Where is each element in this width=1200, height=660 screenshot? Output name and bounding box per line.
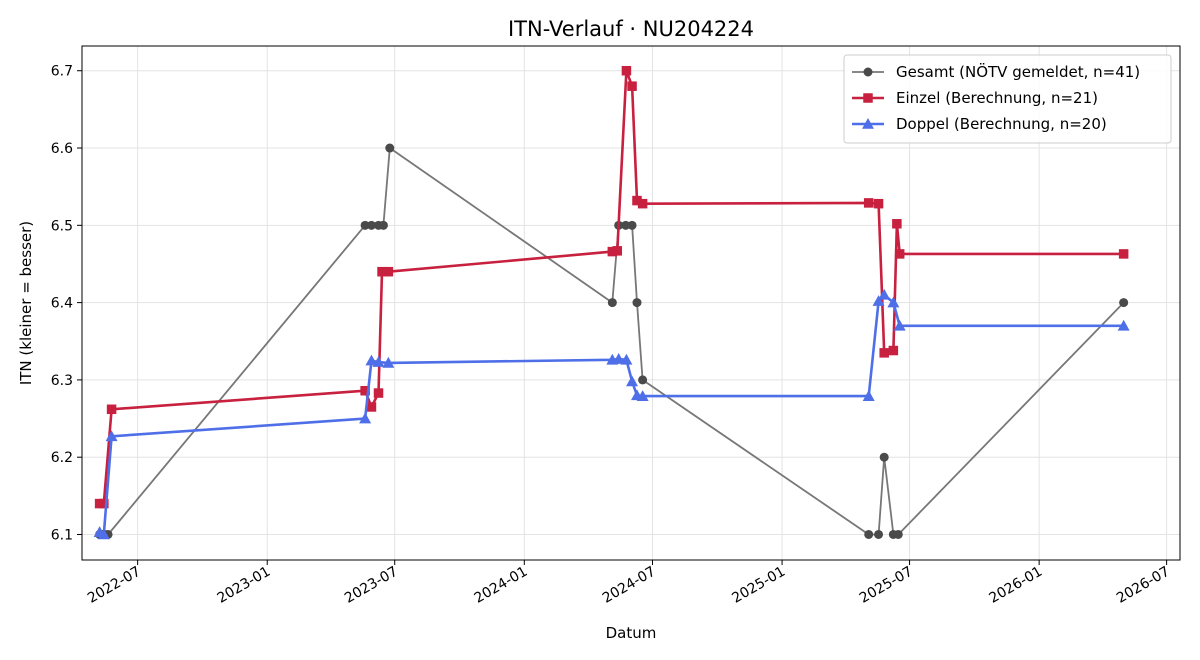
y-tick-label: 6.7	[51, 64, 73, 80]
data-point	[612, 353, 625, 364]
data-point	[888, 345, 899, 356]
data-point	[1118, 249, 1129, 259]
data-point	[893, 529, 903, 539]
data-point	[878, 288, 891, 300]
data-point	[366, 220, 376, 230]
legend-marker	[863, 67, 873, 77]
data-point	[632, 298, 642, 308]
data-point	[879, 348, 889, 358]
data-point	[366, 402, 377, 412]
data-point	[621, 220, 631, 230]
data-point	[626, 375, 639, 387]
data-point	[378, 220, 388, 230]
data-point	[893, 319, 906, 331]
series-3	[93, 288, 1130, 540]
data-point	[874, 529, 884, 539]
data-point	[864, 529, 874, 539]
data-point	[879, 452, 889, 462]
legend-label: Doppel (Berechnung, n=20)	[896, 115, 1107, 133]
data-point	[365, 354, 378, 366]
y-tick-label: 6.3	[51, 373, 73, 389]
series-layer	[93, 65, 1130, 540]
data-point	[873, 198, 884, 209]
data-point	[607, 298, 617, 308]
y-tick-label: 6.4	[51, 296, 73, 312]
data-point	[382, 356, 395, 368]
data-point	[862, 390, 875, 401]
data-point	[385, 143, 395, 153]
data-point	[863, 198, 874, 208]
data-point	[1117, 319, 1130, 331]
chart-title: ITN-Verlauf · NU204224	[508, 17, 754, 41]
data-point	[872, 295, 885, 306]
data-point	[106, 404, 117, 415]
data-point	[607, 246, 618, 257]
data-point	[383, 266, 394, 277]
data-point	[637, 198, 648, 209]
legend-label: Gesamt (NÖTV gemeldet, n=41)	[896, 62, 1140, 81]
data-point	[627, 81, 637, 91]
y-tick-label: 6.1	[51, 527, 73, 543]
data-point	[373, 388, 384, 398]
data-point	[887, 296, 900, 308]
data-point	[359, 412, 372, 424]
data-point	[99, 498, 109, 509]
y-tick-label: 6.2	[51, 450, 73, 466]
data-point	[621, 65, 632, 76]
y-tick-label: 6.6	[51, 141, 73, 157]
data-point	[638, 375, 648, 385]
legend-box	[843, 54, 1172, 144]
data-point	[97, 528, 110, 540]
data-point	[636, 390, 649, 401]
data-point	[360, 385, 370, 396]
data-point	[1119, 298, 1129, 308]
legend-label: Einzel (Berechnung, n=21)	[896, 89, 1098, 107]
legend-marker	[862, 118, 874, 129]
legend: Gesamt (NÖTV gemeldet, n=41) Einzel (Bere…	[843, 54, 1172, 144]
data-point	[627, 220, 637, 230]
legend-marker	[863, 93, 873, 103]
y-axis-label: ITN (kleiner = besser)	[17, 221, 35, 385]
data-point	[632, 195, 642, 206]
y-tick-label: 6.5	[51, 218, 73, 234]
data-point	[372, 356, 385, 367]
data-point	[894, 249, 905, 259]
x-axis-label: Datum	[606, 624, 657, 642]
data-point	[105, 430, 118, 442]
data-point	[360, 220, 370, 230]
data-point	[620, 353, 633, 365]
data-point	[892, 219, 902, 229]
data-point	[612, 246, 623, 256]
data-point	[377, 266, 387, 277]
